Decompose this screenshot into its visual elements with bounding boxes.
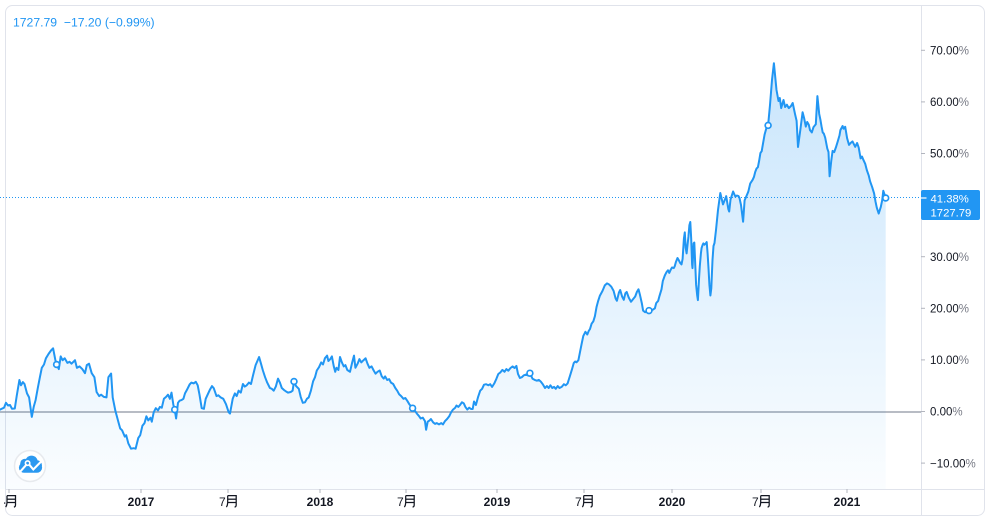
- svg-text:2020: 2020: [659, 495, 686, 509]
- svg-text:30.00%: 30.00%: [930, 252, 969, 264]
- svg-text:1727.79: 1727.79: [931, 208, 972, 220]
- svg-text:0.00%: 0.00%: [930, 407, 963, 419]
- svg-text:2021: 2021: [834, 495, 861, 509]
- svg-text:2019: 2019: [484, 495, 511, 509]
- svg-text:2017: 2017: [128, 495, 155, 509]
- svg-text:50.00%: 50.00%: [930, 149, 969, 161]
- svg-text:10.00%: 10.00%: [930, 355, 969, 367]
- svg-text:7: 7: [752, 495, 759, 509]
- svg-text:2018: 2018: [307, 495, 334, 509]
- svg-text:1727.79 −17.20 (−0.99%): 1727.79 −17.20 (−0.99%): [13, 16, 155, 30]
- svg-text:60.00%: 60.00%: [930, 97, 969, 109]
- svg-text:7: 7: [397, 495, 404, 509]
- svg-text:7: 7: [219, 495, 226, 509]
- svg-text:7: 7: [575, 495, 582, 509]
- svg-text:41.38%: 41.38%: [931, 193, 969, 205]
- svg-text:−10.00%: −10.00%: [930, 458, 976, 470]
- svg-text:70.00%: 70.00%: [930, 46, 969, 58]
- svg-text:20.00%: 20.00%: [930, 304, 969, 316]
